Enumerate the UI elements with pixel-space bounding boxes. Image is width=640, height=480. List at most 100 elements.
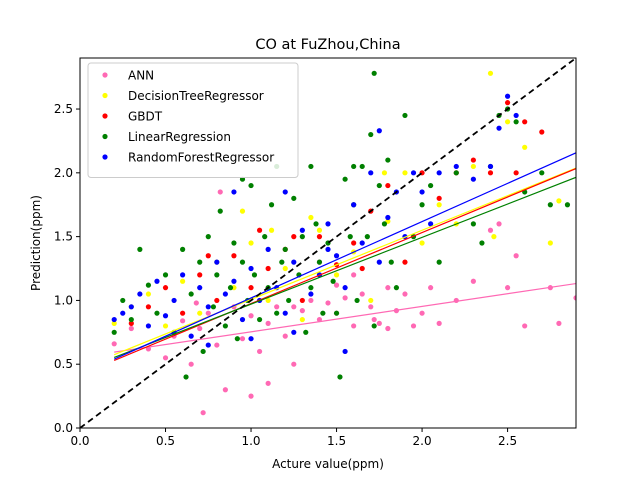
- scatter-point: [291, 234, 297, 240]
- scatter-point: [197, 285, 203, 291]
- scatter-point: [504, 100, 511, 106]
- scatter-point: [376, 259, 382, 265]
- scatter-point: [359, 240, 365, 246]
- legend-marker: [102, 92, 108, 99]
- scatter-point: [573, 295, 576, 301]
- scatter-point: [274, 310, 280, 316]
- scatter-point: [188, 333, 194, 339]
- scatter-point: [162, 313, 169, 319]
- scatter-point: [368, 170, 374, 176]
- scatter-point: [385, 325, 391, 332]
- scatter-point: [308, 214, 314, 221]
- scatter-point: [368, 297, 374, 304]
- scatter-point: [171, 297, 177, 304]
- scatter-point: [316, 227, 323, 233]
- scatter-point: [251, 272, 258, 278]
- scatter-point: [402, 259, 408, 265]
- scatter-point: [248, 285, 254, 291]
- scatter-point: [513, 112, 519, 119]
- scatter-point: [265, 246, 271, 252]
- scatter-point: [371, 316, 377, 323]
- scatter-point: [222, 323, 228, 329]
- scatter-point: [313, 221, 319, 227]
- scatter-point: [351, 163, 357, 170]
- scatter-point: [402, 291, 408, 297]
- scatter-point: [145, 323, 152, 329]
- scatter-point: [111, 316, 117, 323]
- scatter-point: [504, 285, 511, 291]
- scatter-point: [248, 393, 254, 399]
- scatter-point: [282, 246, 288, 252]
- scatter-point: [162, 272, 169, 278]
- x-tick-label: 1.5: [327, 434, 346, 448]
- scatter-point: [193, 300, 199, 306]
- scatter-point: [180, 272, 186, 278]
- scatter-point: [299, 316, 305, 323]
- scatter-point: [342, 285, 348, 291]
- scatter-point: [180, 310, 186, 316]
- scatter-point: [402, 112, 408, 119]
- scatter-point: [248, 240, 254, 246]
- scatter-point: [539, 129, 545, 135]
- scatter-point: [231, 278, 237, 284]
- legend-label: ANN: [128, 69, 154, 83]
- scatter-point: [282, 189, 288, 195]
- scatter-point: [351, 202, 357, 208]
- scatter-point: [453, 170, 459, 176]
- scatter-point: [137, 246, 143, 252]
- scatter-point: [180, 318, 186, 324]
- scatter-point: [239, 208, 246, 214]
- scatter-point: [137, 291, 143, 297]
- scatter-point: [145, 304, 152, 310]
- scatter-point: [470, 157, 476, 163]
- scatter-point: [419, 240, 425, 246]
- legend-marker: [102, 113, 108, 119]
- scatter-point: [239, 336, 246, 342]
- scatter-point: [145, 291, 152, 297]
- scatter-point: [342, 295, 348, 301]
- scatter-point: [248, 336, 254, 342]
- scatter-point: [217, 189, 223, 195]
- scatter-point: [227, 285, 234, 291]
- scatter-point: [487, 170, 494, 176]
- scatter-point: [256, 227, 263, 233]
- scatter-point: [347, 234, 353, 240]
- scatter-point: [393, 285, 400, 291]
- scatter-point: [214, 297, 220, 304]
- y-tick-label: 0.5: [54, 357, 73, 371]
- scatter-point: [436, 259, 442, 265]
- scatter-point: [547, 240, 553, 246]
- scatter-point: [256, 316, 263, 323]
- scatter-point: [504, 93, 511, 99]
- scatter-point: [376, 128, 382, 134]
- scatter-point: [513, 119, 519, 125]
- scatter-point: [308, 285, 314, 291]
- scatter-point: [351, 240, 357, 246]
- scatter-point: [453, 163, 459, 170]
- scatter-point: [200, 410, 206, 416]
- scatter-point: [487, 70, 494, 76]
- scatter-point: [282, 310, 288, 316]
- scatter-point: [381, 170, 388, 176]
- legend-label: DecisionTreeRegressor: [128, 89, 264, 103]
- scatter-point: [162, 355, 169, 361]
- scatter-point: [385, 285, 391, 291]
- scatter-point: [368, 304, 374, 310]
- scatter-point: [248, 313, 254, 319]
- scatter-point: [470, 163, 476, 170]
- scatter-point: [316, 259, 323, 265]
- scatter-point: [402, 170, 408, 176]
- scatter-point: [128, 316, 134, 323]
- scatter-point: [205, 234, 211, 240]
- scatter-point: [299, 308, 305, 314]
- scatter-point: [428, 285, 434, 291]
- x-tick-label: 0.0: [70, 434, 89, 448]
- y-tick-label: 2.0: [54, 166, 73, 180]
- legend-label: RandomForestRegressor: [128, 151, 274, 165]
- scatter-point: [428, 221, 434, 227]
- scatter-point: [286, 297, 292, 304]
- scatter-point: [162, 323, 169, 329]
- scatter-point: [197, 325, 203, 332]
- scatter-point: [282, 265, 288, 272]
- y-tick-label: 1.0: [54, 293, 73, 307]
